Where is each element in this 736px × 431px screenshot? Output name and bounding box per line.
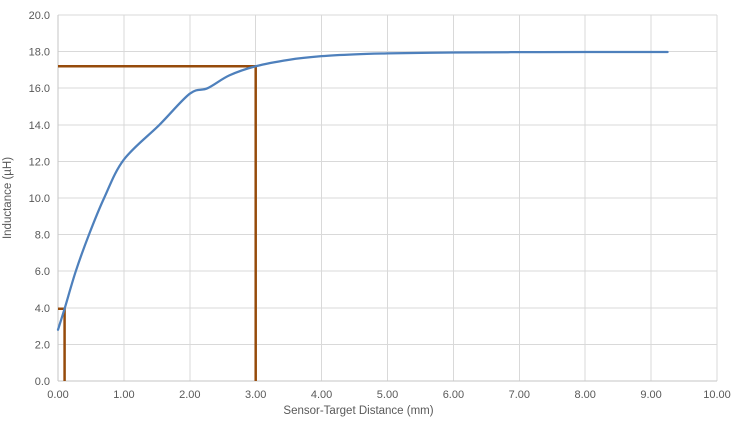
x-tick-label: 9.00 [640, 389, 661, 401]
y-tick-label: 8.0 [35, 230, 50, 242]
x-tick-label: 7.00 [509, 389, 530, 401]
series-curve-inductance-vs-distance [56, 50, 669, 331]
x-tick-label: 4.00 [311, 389, 332, 401]
x-tick-label: 5.00 [377, 389, 398, 401]
x-tick-label: 10.00 [703, 389, 731, 401]
y-tick-label: 4.0 [35, 303, 50, 315]
y-tick-label: 10.0 [29, 193, 50, 205]
y-axis-title: Inductance (µH) [2, 156, 14, 240]
y-tick-label: 18.0 [29, 47, 50, 59]
x-tick-label: 1.00 [113, 389, 134, 401]
y-tick-label: 6.0 [35, 266, 50, 278]
y-tick-label: 0.0 [35, 376, 50, 388]
y-tick-label: 16.0 [29, 83, 50, 95]
y-tick-label: 20.0 [29, 10, 50, 22]
y-tick-label: 2.0 [35, 339, 50, 351]
y-tick-label: 12.0 [29, 156, 50, 168]
y-tick-label: 14.0 [29, 120, 50, 132]
x-tick-label: 3.00 [245, 389, 266, 401]
x-tick-label: 2.00 [179, 389, 200, 401]
annotation-marker-3mm [58, 64, 257, 381]
x-tick-label: 6.00 [443, 389, 464, 401]
x-tick-label: 8.00 [574, 389, 595, 401]
x-tick-label: 0.00 [47, 389, 68, 401]
x-axis-title: Sensor-Target Distance (mm) [283, 405, 434, 417]
